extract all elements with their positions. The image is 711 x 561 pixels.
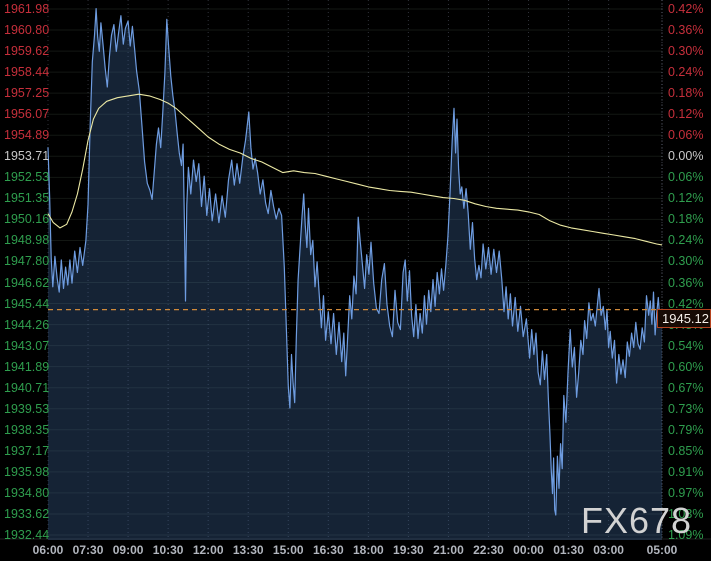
price-axis-label: 1956.07 [4,107,50,122]
percent-axis-label: 0.06% [668,170,704,185]
percent-axis-label: 0.42% [668,2,704,16]
percent-axis-label: 0.24% [668,65,704,80]
price-axis-label: 1954.89 [4,128,50,143]
time-axis-label: 13:30 [232,543,264,557]
price-axis-label: 1941.89 [4,359,50,374]
percent-axis-label: 0.97% [668,485,704,500]
time-axis-label: 01:30 [553,543,584,557]
price-line [47,8,663,516]
percent-axis-label: 0.42% [668,296,704,311]
time-axis-label: 19:30 [393,543,424,557]
price-axis-label: 1938.35 [4,422,50,437]
time-axis-label: 21:00 [433,543,464,557]
price-axis-label: 1944.26 [4,317,50,332]
time-axis-label: 07:30 [72,543,104,557]
time-axis-label: 15:00 [272,543,304,557]
price-axis-label: 1951.35 [4,191,50,206]
watermark-logo: FX678 [581,500,693,541]
price-axis-label: 1932.44 [4,528,50,542]
price-axis-label: 1959.62 [4,44,50,59]
percent-axis-label: 0.30% [668,44,704,59]
price-axis-label: 1947.80 [4,254,50,269]
time-axis-label: 12:00 [192,543,224,557]
percent-axis-label: 0.79% [668,422,704,437]
price-axis-label: 1933.62 [4,506,50,521]
percent-axis-label: 0.60% [668,359,704,374]
price-axis-label: 1946.62 [4,275,50,290]
price-axis-label: 1934.80 [4,485,50,500]
time-axis-label: 10:30 [152,543,184,557]
percent-axis-label: 0.36% [668,23,704,38]
price-axis-label: 1937.17 [4,443,50,458]
time-axis-label: 05:00 [646,543,678,557]
percent-axis-label: 0.54% [668,338,704,353]
percent-axis-label: 0.12% [668,107,704,122]
percent-axis-label: 0.18% [668,86,704,101]
percent-axis-label: 0.91% [668,464,704,479]
percent-axis-label: 0.18% [668,212,704,227]
time-axis-label: 22:30 [473,543,504,557]
price-axis-label: 1935.98 [4,464,50,479]
percent-axis-label: 1.09% [668,528,704,542]
percent-axis-label: 0.73% [668,401,704,416]
price-axis-label: 1943.07 [4,338,50,353]
price-axis-label: 1952.53 [4,170,50,185]
percent-axis-label: 0.12% [668,191,704,206]
last-price-value: 1945.12 [662,310,709,326]
price-axis-label: 1948.98 [4,233,50,248]
price-axis-label: 1939.53 [4,401,50,416]
percent-axis-label: 0.24% [668,233,704,248]
price-axis-label: 1961.98 [4,2,50,16]
price-axis-label: 1945.44 [4,296,50,311]
price-area-fill [48,8,662,541]
time-axis-label: 16:30 [312,543,344,557]
percent-axis-label: 1.03% [668,506,704,521]
price-axis-label: 1940.71 [4,380,50,395]
price-axis-label: 1958.44 [4,65,50,80]
time-axis-label: 03:00 [593,543,624,557]
percent-axis-label: 0.30% [668,254,704,269]
percent-axis-label: 0.00% [668,149,704,164]
time-axis-label: 18:00 [352,543,384,557]
percent-axis-label: 0.67% [668,380,704,395]
price-axis-label: 1953.71 [4,149,50,164]
price-axis-label: 1950.16 [4,212,50,227]
last-price-tag: 1945.12 [657,308,711,328]
percent-axis-label: 0.06% [668,128,704,143]
price-axis-label: 1960.80 [4,23,50,38]
average-line [47,93,663,246]
percent-axis-label: 0.36% [668,275,704,290]
time-axis-label: 06:00 [32,543,64,557]
time-axis-label: 00:00 [513,543,544,557]
price-axis-label: 1957.25 [4,86,50,101]
time-axis-label: 09:00 [112,543,144,557]
percent-axis-label: 0.85% [668,443,704,458]
